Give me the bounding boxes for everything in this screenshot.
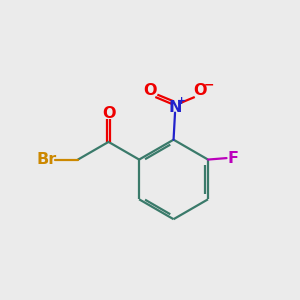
Text: N: N [168, 100, 182, 115]
Text: F: F [227, 151, 239, 166]
Text: −: − [204, 78, 214, 91]
Text: O: O [143, 83, 157, 98]
Text: O: O [102, 106, 115, 122]
Text: +: + [177, 96, 186, 106]
Text: O: O [193, 83, 207, 98]
Text: Br: Br [37, 152, 57, 167]
